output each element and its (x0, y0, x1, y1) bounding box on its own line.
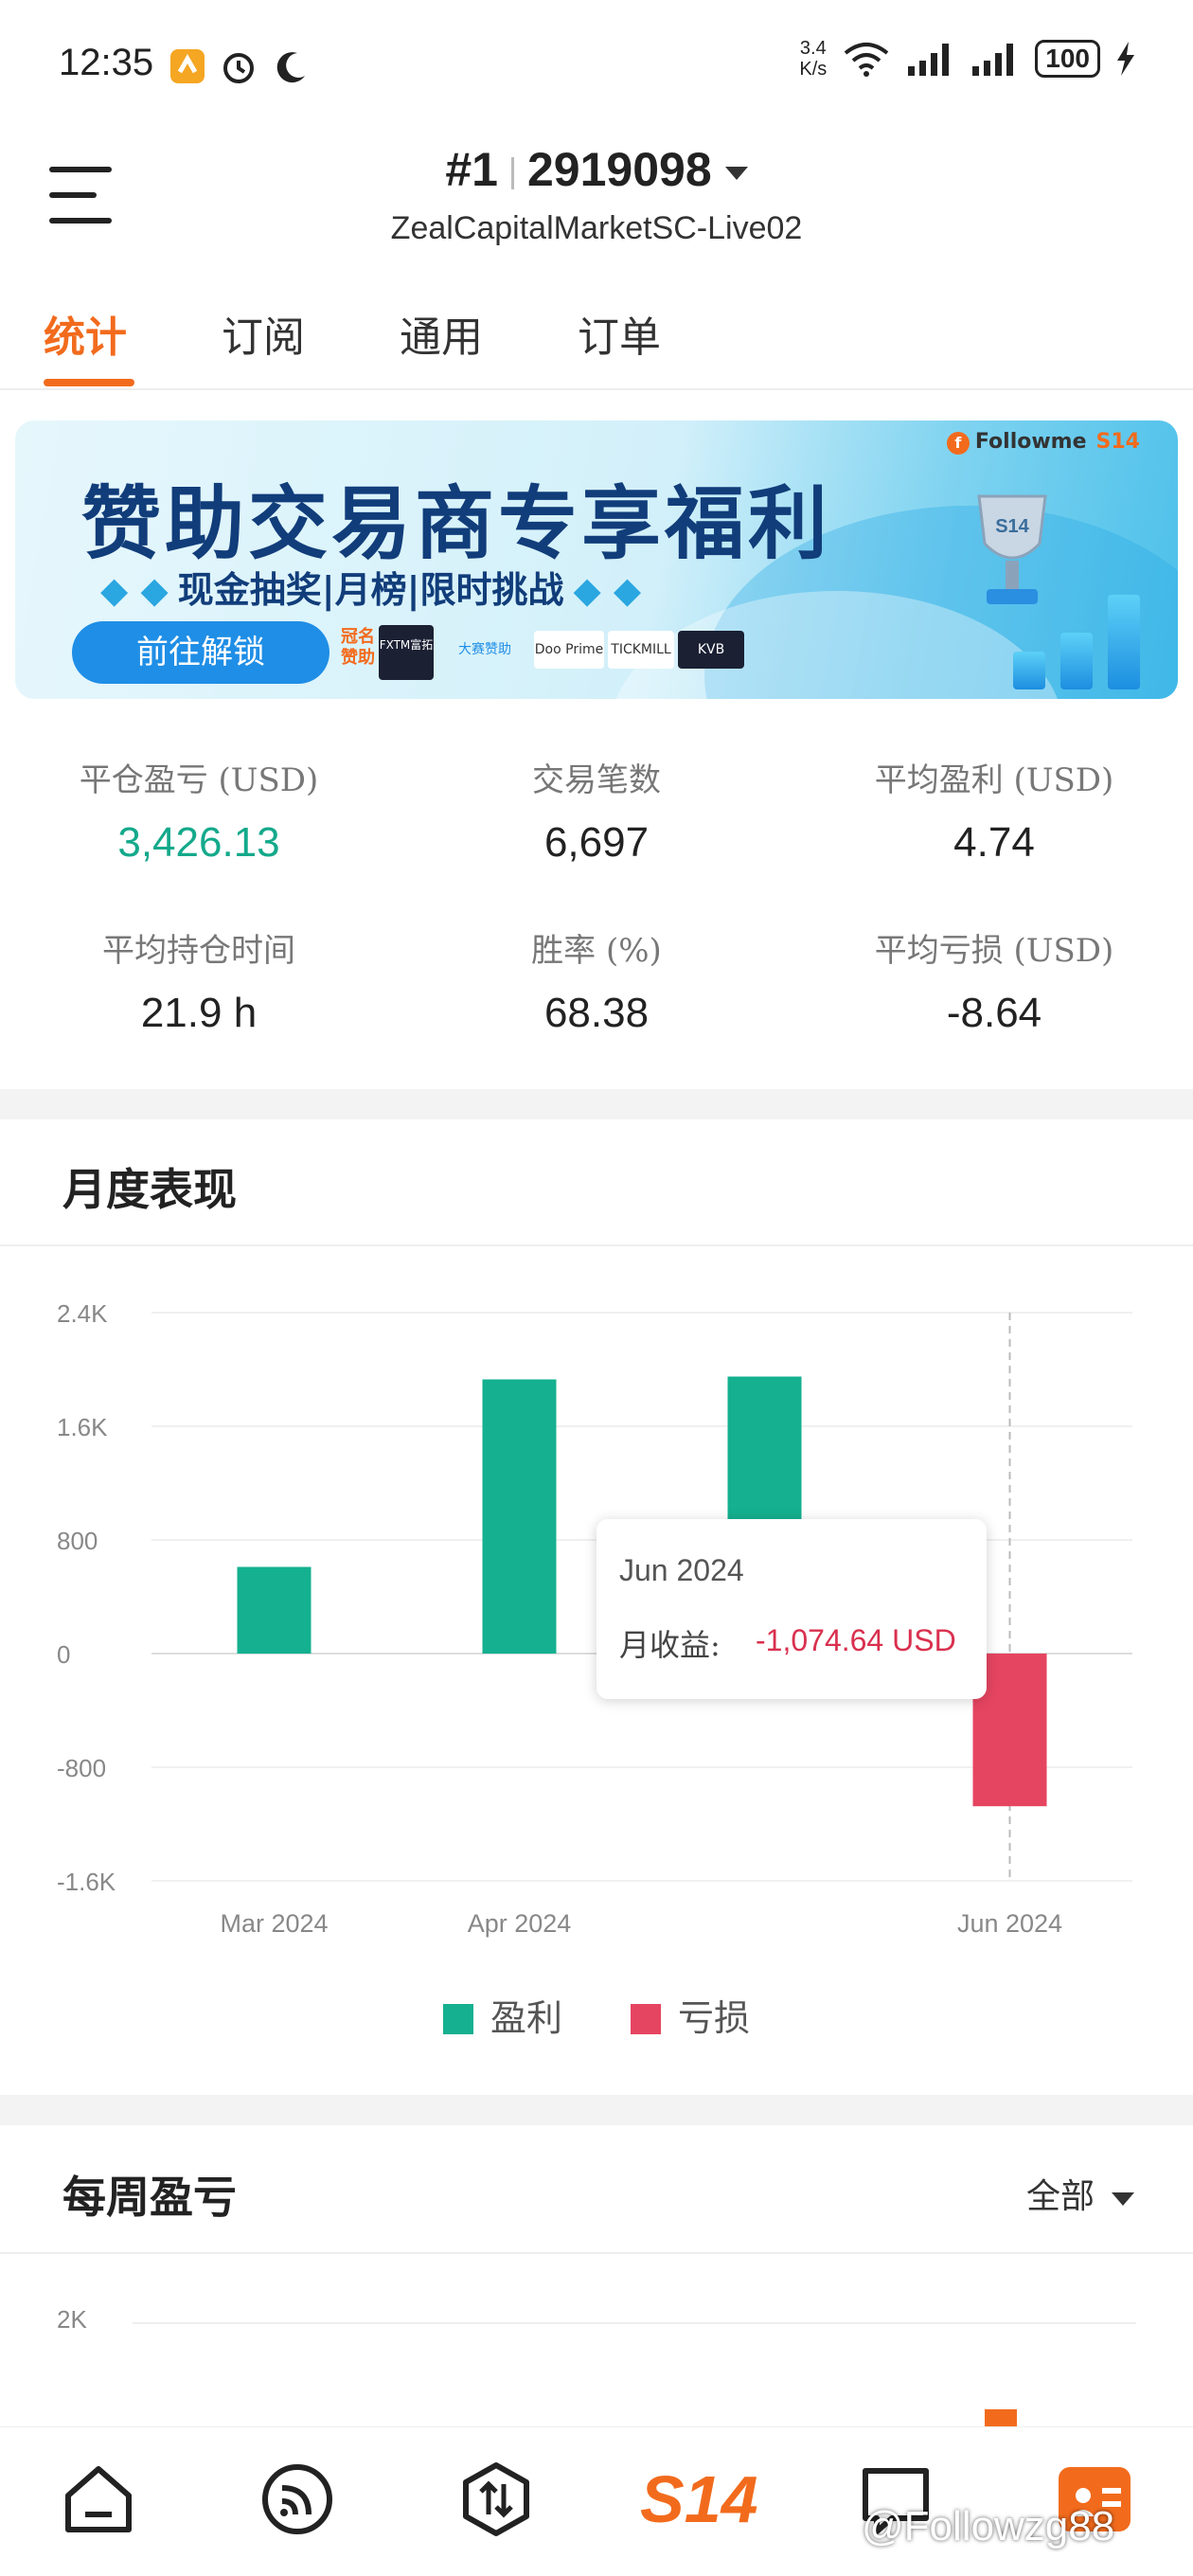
y-tick-label: 0 (57, 1640, 70, 1669)
watermark: @Followzg88 (862, 2503, 1115, 2549)
status-right: 3.4 K/s 100 (799, 38, 1136, 80)
followme-brand: f Followme S14 (946, 430, 1140, 455)
tickmill-logo: TICKMILL (608, 631, 674, 669)
svg-text:S14: S14 (995, 516, 1029, 537)
fxtm-logo: FXTM富拓 (379, 625, 434, 680)
trophy-icon: S14 (977, 494, 1047, 604)
account-index: #1 (445, 143, 498, 196)
chevron-down-icon (724, 166, 748, 180)
banner-title: 赞助交易商专享福利 (81, 477, 832, 570)
chart-tooltip: Jun 2024 月收益: -1,074.64 USD (596, 1519, 987, 1699)
weekly-section-title: 每周盈亏 (62, 2172, 237, 2223)
alarm-icon (223, 53, 254, 83)
section-divider (0, 2095, 1193, 2125)
moon-icon (276, 52, 305, 83)
charging-icon (1117, 42, 1134, 76)
signal-icon-2 (972, 44, 1014, 76)
home-icon[interactable] (59, 2460, 138, 2539)
y-tick-label: 2.4K (57, 1299, 108, 1328)
app-notification-icon (170, 49, 205, 83)
wifi-icon (845, 43, 889, 77)
bar-apr-2024 (482, 1379, 557, 1654)
legend-swatch-profit (442, 2003, 473, 2034)
weekly-bar (985, 2409, 1017, 2428)
account-selector[interactable]: #1 2919098 (0, 142, 1193, 197)
server-name: ZealCapitalMarketSC-Live02 (390, 210, 803, 246)
divider (0, 1244, 1193, 1246)
sponsor-label: 冠名赞助 (341, 627, 375, 668)
tab-general[interactable]: 通用 (400, 313, 483, 362)
stat-avg-profit: 平均盈利 (USD) 4.74 (874, 761, 1114, 866)
kvb-logo: KVB (678, 631, 744, 669)
network-speed: 3.4 K/s (799, 38, 828, 80)
stat-avg-loss: 平均亏损 (USD) -8.64 (874, 932, 1114, 1036)
x-tick-label: Mar 2024 (220, 1909, 328, 1938)
active-tab-indicator (44, 379, 134, 386)
account-number: 2919098 (526, 143, 712, 196)
tooltip-label: 月收益: (619, 1627, 721, 1663)
tab-subscription[interactable]: 订阅 (222, 313, 305, 362)
legend-profit[interactable]: 盈利 (442, 1989, 562, 2041)
y-tick-label: 1.6K (57, 1413, 108, 1441)
tab-statistics[interactable]: 统计 (44, 313, 127, 362)
message-icon[interactable] (856, 2460, 935, 2539)
weekly-gridline (133, 2322, 1136, 2324)
app-header: #1 2919098 ZealCapitalMarketSC-Live02 (0, 133, 1193, 265)
feed-icon[interactable] (258, 2460, 337, 2539)
banner-subtitle: ◆ ◆ 现金抽奖|月榜|限时挑战 ◆ ◆ (100, 569, 642, 611)
bar-mar-2024 (237, 1566, 312, 1654)
unlock-button[interactable]: 前往解锁 (72, 621, 329, 684)
sponsor-text: 大赛赞助 (458, 642, 511, 657)
stat-trade-count: 交易笔数 6,697 (532, 761, 661, 866)
legend-swatch-loss (631, 2003, 662, 2034)
stats-grid: 平仓盈亏 (USD) 3,426.13 交易笔数 6,697 平均盈利 (USD… (0, 729, 1193, 1089)
x-tick-label: Jun 2024 (957, 1909, 1062, 1938)
legend-loss[interactable]: 亏损 (631, 1989, 750, 2041)
section-divider (0, 1089, 1193, 1119)
stat-closed-pnl: 平仓盈亏 (USD) 3,426.13 (79, 761, 319, 866)
x-tick-label: Apr 2024 (468, 1909, 572, 1938)
divider (0, 2252, 1193, 2254)
weekly-y-tick: 2K (57, 2305, 87, 2334)
tab-bar: 统计 订阅 通用 订单 (0, 284, 1193, 390)
y-tick-label: 800 (57, 1527, 98, 1555)
banner-bar-decoration (1013, 652, 1045, 689)
status-time: 12:35 (59, 42, 154, 83)
status-bar: 12:35 3.4 K/s 100 (0, 0, 1193, 133)
banner-bar-decoration (1108, 595, 1140, 689)
y-tick-label: -800 (57, 1754, 106, 1782)
menu-button[interactable] (49, 167, 112, 224)
profile-card-icon[interactable] (1055, 2460, 1134, 2539)
chevron-down-icon (1112, 2192, 1134, 2206)
stat-win-rate: 胜率 (%) 68.38 (531, 932, 662, 1036)
weekly-filter-dropdown[interactable]: 全部 (1026, 2169, 1134, 2218)
bottom-navigation: S14 @Followzg88 (0, 2426, 1193, 2576)
y-tick-label: -1.6K (57, 1868, 116, 1896)
nav-s14[interactable]: S14 (640, 2462, 758, 2536)
dooprime-logo: Doo Prime (534, 631, 604, 669)
banner-bar-decoration (1060, 633, 1093, 689)
promo-banner[interactable]: f Followme S14 赞助交易商专享福利 ◆ ◆ 现金抽奖|月榜|限时挑战 ◆ … (15, 420, 1178, 699)
trade-icon[interactable] (456, 2460, 536, 2539)
tooltip-date: Jun 2024 (619, 1553, 744, 1587)
tab-orders[interactable]: 订单 (578, 313, 661, 362)
monthly-section-title: 月度表现 (62, 1164, 237, 1215)
followme-logo-icon: f (946, 432, 970, 455)
signal-icon-1 (908, 44, 950, 76)
stat-avg-holding-time: 平均持仓时间 21.9 h (102, 932, 295, 1036)
battery-indicator: 100 (1035, 40, 1100, 78)
chart-legend: 盈利 亏损 (0, 1989, 1193, 2041)
tooltip-value: -1,074.64 USD (756, 1623, 956, 1657)
